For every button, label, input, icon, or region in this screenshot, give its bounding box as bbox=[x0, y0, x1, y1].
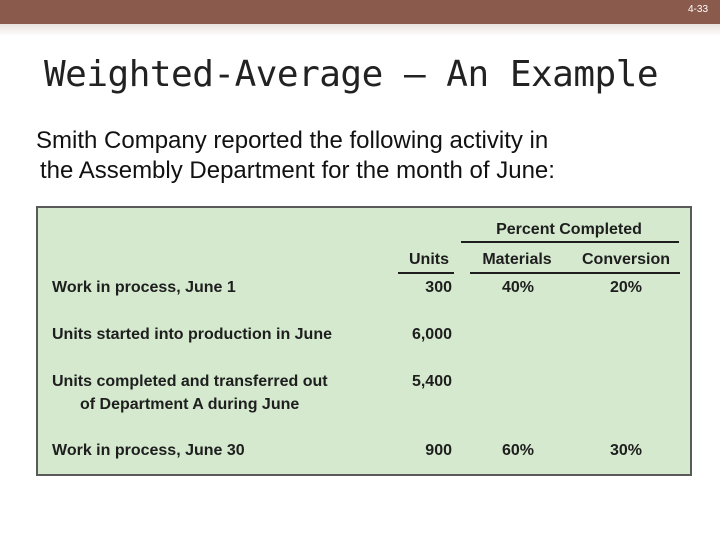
activity-table: Percent Completed Units Materials Conver… bbox=[36, 206, 692, 476]
row-conversion: 30% bbox=[609, 442, 643, 459]
row-materials: 60% bbox=[501, 442, 535, 459]
intro-line-2: the Assembly Department for the month of… bbox=[40, 157, 555, 184]
percent-completed-header: Percent Completed bbox=[496, 221, 642, 238]
row-label: Work in process, June 1 bbox=[52, 279, 236, 296]
row-units: 900 bbox=[425, 442, 452, 459]
row-label-continuation: of Department A during June bbox=[80, 396, 300, 413]
intro-line-1: Smith Company reported the following act… bbox=[36, 127, 549, 154]
row-units: 300 bbox=[425, 279, 452, 296]
row-units: 6,000 bbox=[411, 326, 452, 343]
intro-text: Smith Company reported the following act… bbox=[36, 126, 676, 186]
conversion-column-header: Conversion bbox=[581, 251, 670, 268]
row-conversion: 20% bbox=[609, 279, 643, 296]
slide-header-bar: 4-33 bbox=[0, 0, 720, 24]
header-divider bbox=[0, 24, 720, 36]
units-column-header: Units bbox=[409, 251, 449, 268]
row-materials: 40% bbox=[501, 279, 535, 296]
materials-column-header: Materials bbox=[482, 251, 552, 268]
row-label: Work in process, June 30 bbox=[52, 442, 245, 459]
row-units: 5,400 bbox=[411, 373, 452, 390]
slide-title: Weighted-Average – An Example bbox=[44, 54, 659, 95]
group-header-rule bbox=[461, 241, 679, 243]
slide-number: 4-33 bbox=[687, 4, 708, 15]
percent-header-rule bbox=[470, 272, 680, 274]
units-header-rule bbox=[398, 272, 454, 274]
row-label: Units started into production in June bbox=[52, 326, 332, 343]
row-label: Units completed and transferred out bbox=[52, 373, 328, 390]
